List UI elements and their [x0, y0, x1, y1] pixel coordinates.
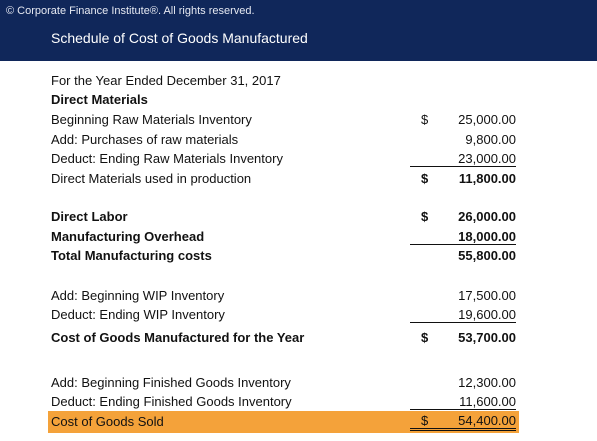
currency-symbol: $ — [421, 209, 429, 224]
total-manufacturing-row: Total Manufacturing costs 55,800.00 — [0, 247, 597, 266]
cogs-highlight — [48, 411, 519, 433]
currency-symbol: $ — [421, 171, 429, 186]
ending-wip-label: Deduct: Ending WIP Inventory — [51, 307, 225, 322]
beginning-raw-materials-row: Beginning Raw Materials Inventory $ 25,0… — [0, 111, 597, 130]
purchases-label: Add: Purchases of raw materials — [51, 132, 239, 147]
overhead-row: Manufacturing Overhead 18,000.00 — [0, 228, 597, 247]
direct-materials-heading: Direct Materials — [51, 92, 148, 107]
materials-used-row: Direct Materials used in production $ 11… — [0, 170, 597, 189]
purchases-amount: 9,800.00 — [465, 132, 516, 147]
period-row: For the Year Ended December 31, 2017 — [0, 72, 597, 91]
header-banner: © Corporate Finance Institute®. All righ… — [0, 0, 597, 61]
currency-symbol: $ — [421, 330, 429, 345]
direct-materials-heading-row: Direct Materials — [0, 91, 597, 110]
direct-labor-label: Direct Labor — [51, 209, 128, 224]
total-manufacturing-label: Total Manufacturing costs — [51, 248, 212, 263]
materials-used-label: Direct Materials used in production — [51, 171, 252, 186]
currency-symbol: $ — [421, 413, 429, 428]
currency-symbol: $ — [421, 112, 429, 127]
cogm-row: Cost of Goods Manufactured for the Year … — [0, 329, 597, 348]
overhead-amount: 18,000.00 — [410, 229, 516, 245]
ending-raw-materials-row: Deduct: Ending Raw Materials Inventory 2… — [0, 150, 597, 169]
cogm-amount: 53,700.00 — [458, 330, 516, 345]
beginning-wip-label: Add: Beginning WIP Inventory — [51, 288, 225, 303]
beginning-wip-amount: 17,500.00 — [458, 288, 516, 303]
ending-raw-materials-label: Deduct: Ending Raw Materials Inventory — [51, 151, 283, 166]
ending-finished-goods-label: Deduct: Ending Finished Goods Inventory — [51, 394, 292, 409]
beginning-finished-goods-row: Add: Beginning Finished Goods Inventory … — [0, 374, 597, 393]
materials-used-amount: 11,800.00 — [458, 171, 516, 186]
ending-finished-goods-row: Deduct: Ending Finished Goods Inventory … — [0, 393, 597, 412]
total-manufacturing-amount: 55,800.00 — [458, 248, 516, 263]
direct-labor-amount: 26,000.00 — [458, 209, 516, 224]
cogs-row: Cost of Goods Sold $ 54,400.00 — [0, 413, 597, 432]
beginning-raw-materials-amount: 25,000.00 — [458, 112, 516, 127]
beginning-finished-goods-label: Add: Beginning Finished Goods Inventory — [51, 375, 291, 390]
cogm-label: Cost of Goods Manufactured for the Year — [51, 330, 305, 345]
purchases-row: Add: Purchases of raw materials 9,800.00 — [0, 131, 597, 150]
page-title: Schedule of Cost of Goods Manufactured — [51, 30, 308, 46]
direct-labor-row: Direct Labor $ 26,000.00 — [0, 208, 597, 227]
cogs-label: Cost of Goods Sold — [51, 414, 164, 429]
copyright-notice: © Corporate Finance Institute®. All righ… — [6, 5, 255, 17]
beginning-finished-goods-amount: 12,300.00 — [458, 375, 516, 390]
ending-wip-amount: 19,600.00 — [410, 307, 516, 323]
overhead-label: Manufacturing Overhead — [51, 229, 205, 244]
ending-wip-row: Deduct: Ending WIP Inventory 19,600.00 — [0, 306, 597, 325]
beginning-raw-materials-label: Beginning Raw Materials Inventory — [51, 112, 252, 127]
beginning-wip-row: Add: Beginning WIP Inventory 17,500.00 — [0, 287, 597, 306]
period-label: For the Year Ended December 31, 2017 — [51, 73, 281, 88]
ending-finished-goods-amount: 11,600.00 — [410, 394, 516, 410]
ending-raw-materials-amount: 23,000.00 — [410, 151, 516, 167]
cogs-amount: 54,400.00 — [410, 413, 516, 431]
